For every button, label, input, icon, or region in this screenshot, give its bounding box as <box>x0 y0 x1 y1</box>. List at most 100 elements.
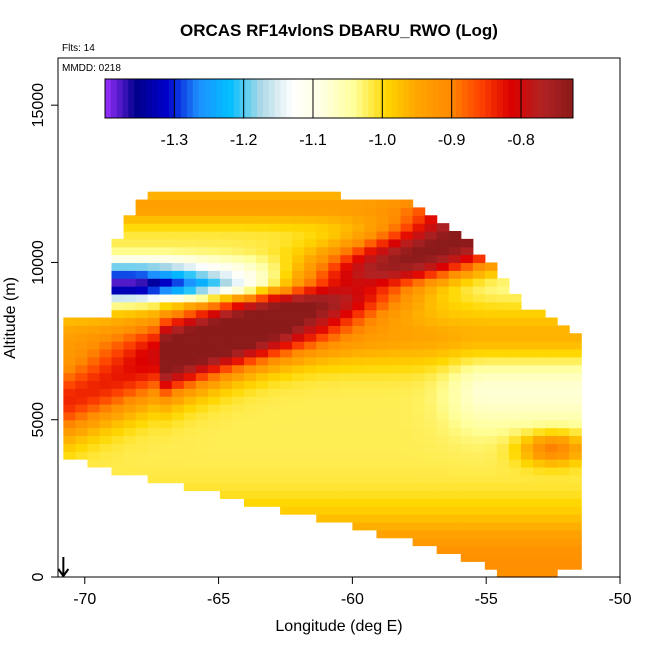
heatmap-cell <box>171 270 185 279</box>
y-tick-label: 0 <box>30 572 47 581</box>
heatmap-cell <box>436 246 450 256</box>
heatmap-cell <box>256 435 269 444</box>
heatmap-cell <box>533 474 546 484</box>
heatmap-cell <box>219 309 233 319</box>
heatmap-cell <box>280 231 293 240</box>
heatmap-cell <box>219 317 233 326</box>
heatmap-cell <box>292 490 305 499</box>
heatmap-cell <box>436 411 450 421</box>
heatmap-cell <box>75 451 89 460</box>
colorbar-segment <box>157 79 164 118</box>
heatmap-cell <box>328 270 341 279</box>
heatmap-cell <box>280 388 293 397</box>
heatmap-cell <box>87 348 101 358</box>
heatmap-cell <box>316 325 329 334</box>
heatmap-cell <box>376 411 390 421</box>
heatmap-cell <box>496 411 510 421</box>
heatmap-cell <box>424 514 438 523</box>
heatmap-cell <box>496 380 510 389</box>
heatmap-cell <box>99 435 113 444</box>
heatmap-cell <box>484 270 498 279</box>
heatmap-cell <box>448 254 462 264</box>
heatmap-cell <box>484 309 498 319</box>
colorbar-segment <box>339 79 346 118</box>
heatmap-cell <box>496 427 510 437</box>
heatmap-cell <box>292 388 305 397</box>
colorbar-segment <box>216 79 223 118</box>
heatmap-cell <box>183 238 197 248</box>
heatmap-cell <box>268 254 281 264</box>
heatmap-cell <box>316 246 329 256</box>
heatmap-cell <box>340 309 353 319</box>
heatmap-cell <box>328 215 341 224</box>
heatmap-cell <box>424 459 438 468</box>
colorbar-segment <box>198 79 205 118</box>
heatmap-cell <box>304 435 317 444</box>
heatmap-cell <box>412 293 426 303</box>
heatmap-cell <box>460 506 474 515</box>
heatmap-cell <box>496 553 510 562</box>
heatmap-cell <box>123 317 137 326</box>
heatmap-cell <box>268 396 281 405</box>
heatmap-cell <box>99 341 113 350</box>
heatmap-cell <box>219 207 233 216</box>
colorbar-segment <box>561 79 568 118</box>
heatmap-cell <box>557 364 570 374</box>
heatmap-cell <box>424 364 438 374</box>
heatmap-cell <box>244 223 257 232</box>
colorbar-segment <box>379 79 387 118</box>
heatmap-cell <box>171 207 185 216</box>
heatmap-cell <box>424 278 438 287</box>
colorbar-segment <box>257 79 264 118</box>
heatmap-cell <box>268 278 281 287</box>
heatmap-cell <box>280 215 293 224</box>
heatmap-cell <box>244 451 257 460</box>
heatmap-cell <box>219 278 233 287</box>
heatmap-cell <box>63 325 76 334</box>
heatmap-cell <box>292 293 305 303</box>
heatmap-cell <box>171 191 185 201</box>
heatmap-cell <box>328 325 341 334</box>
heatmap-cell <box>388 356 402 366</box>
heatmap-cell <box>569 529 582 539</box>
colorbar-segment <box>526 79 533 118</box>
heatmap-cell <box>545 356 558 366</box>
heatmap-cell <box>436 545 450 555</box>
heatmap-cell <box>256 419 269 429</box>
heatmap-cell <box>364 223 378 232</box>
heatmap-cell <box>508 474 522 484</box>
heatmap-cell <box>159 301 173 311</box>
heatmap-cell <box>508 301 522 311</box>
heatmap-cell <box>195 443 209 452</box>
heatmap-cell <box>448 348 462 358</box>
heatmap-cell <box>424 451 438 460</box>
heatmap-cell <box>159 396 173 405</box>
heatmap-cell <box>316 396 329 405</box>
heatmap-cell <box>376 238 390 248</box>
heatmap-cell <box>545 569 558 578</box>
heatmap-cell <box>424 262 438 271</box>
heatmap-cell <box>159 435 173 444</box>
heatmap-cell <box>304 286 317 295</box>
heatmap-cell <box>412 466 426 476</box>
heatmap-cell <box>508 348 522 358</box>
heatmap-cell <box>244 238 257 248</box>
heatmap-cell <box>256 246 269 256</box>
heatmap-cell <box>316 199 329 209</box>
heatmap-cell <box>508 435 522 444</box>
heatmap-cell <box>316 301 329 311</box>
heatmap-cell <box>448 380 462 389</box>
heatmap-cell <box>195 317 209 326</box>
heatmap-cell <box>557 404 570 413</box>
colorbar-segment <box>298 79 305 118</box>
heatmap-cell <box>111 246 125 256</box>
heatmap-cell <box>111 396 125 405</box>
heatmap-cell <box>99 372 113 382</box>
heatmap-cell <box>292 451 305 460</box>
heatmap-cell <box>400 380 414 389</box>
heatmap-cell <box>340 388 353 397</box>
heatmap-cell <box>364 380 378 389</box>
heatmap-cell <box>63 356 76 366</box>
heatmap-cell <box>328 309 341 319</box>
heatmap-cell <box>545 388 558 397</box>
